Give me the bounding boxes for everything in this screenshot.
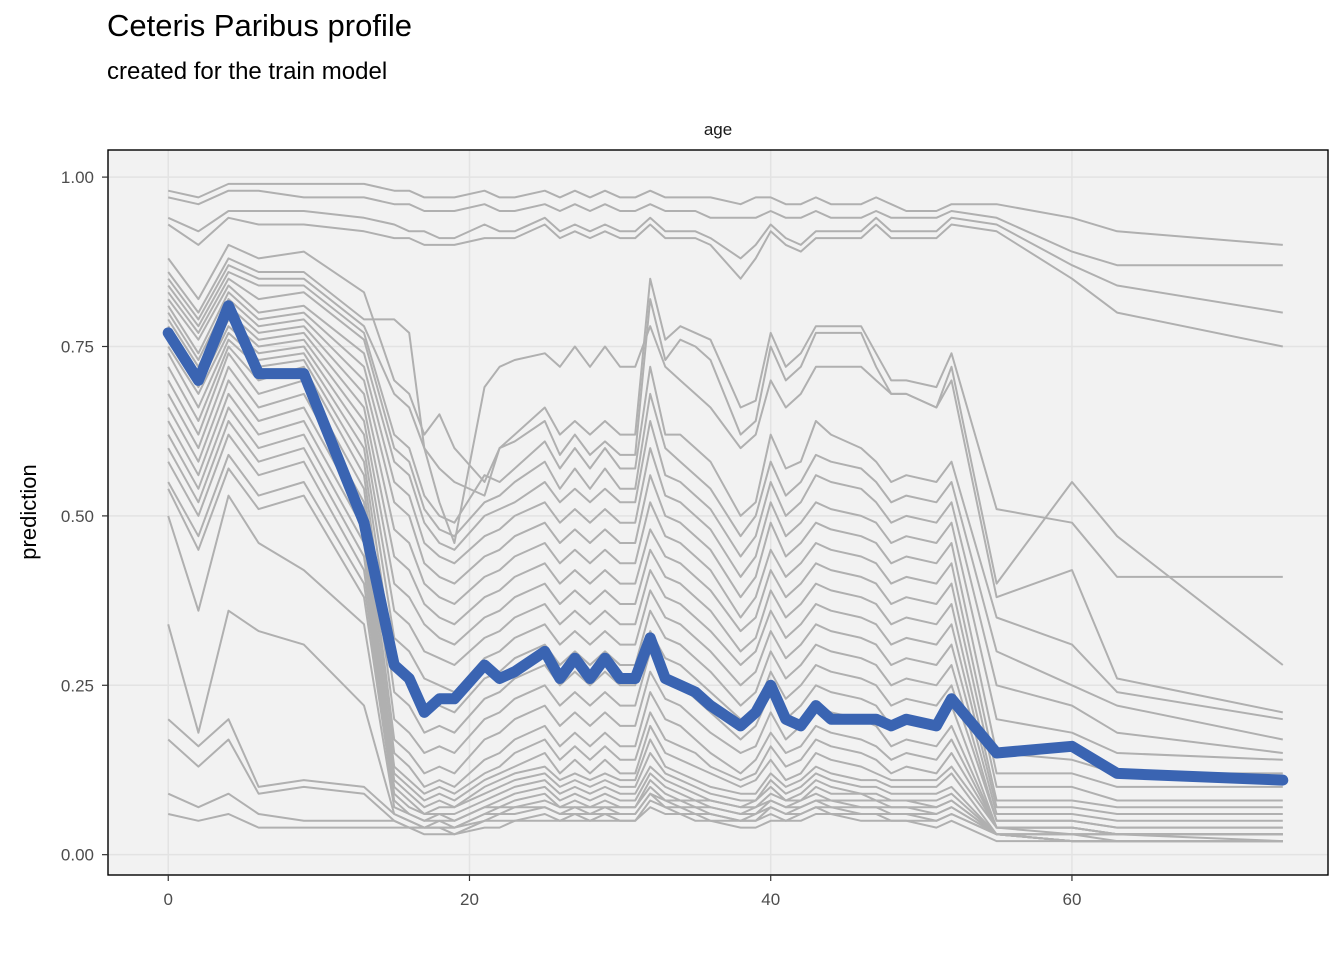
y-tick-label: 0.00 xyxy=(61,846,94,865)
profile-line-17 xyxy=(167,331,1283,822)
profile-line-16 xyxy=(167,325,1283,815)
profile-line-34 xyxy=(167,806,1283,843)
chart-title: Ceteris Paribus profile xyxy=(107,8,412,43)
x-tick-label: 0 xyxy=(164,890,173,909)
x-axis: 0 20 40 60 xyxy=(164,875,1081,909)
highlight-profile-line xyxy=(162,300,1289,786)
profile-line-12 xyxy=(167,298,1283,775)
chart-subtitle: created for the train model xyxy=(107,58,388,85)
profile-line-15 xyxy=(167,318,1283,809)
profile-line-4 xyxy=(167,216,1284,348)
plot-panel xyxy=(108,150,1328,875)
profile-line-8 xyxy=(167,271,1283,721)
profile-line-2 xyxy=(167,189,1283,267)
x-tick-label: 40 xyxy=(761,890,780,909)
facet-strip-label: age xyxy=(704,120,732,139)
profile-line-25 xyxy=(167,420,1283,836)
y-tick-label: 0.50 xyxy=(61,507,94,526)
profile-line-14 xyxy=(167,311,1283,802)
profile-line-23 xyxy=(167,392,1283,836)
profile-line-7 xyxy=(167,264,1284,714)
y-tick-label: 0.25 xyxy=(61,676,94,695)
x-tick-label: 60 xyxy=(1062,890,1081,909)
y-tick-label: 0.75 xyxy=(61,337,94,356)
grid-lines xyxy=(108,150,1328,875)
panel-border xyxy=(107,149,1329,876)
profile-lines xyxy=(167,182,1284,843)
profile-line-11 xyxy=(167,291,1283,761)
profile-line-26 xyxy=(167,433,1283,843)
profile-line-10 xyxy=(167,284,1283,754)
profile-line-9 xyxy=(167,277,1284,741)
profile-line-22 xyxy=(167,379,1283,836)
x-tick-label: 20 xyxy=(460,890,479,909)
profile-line-19 xyxy=(167,345,1283,829)
profile-line-1 xyxy=(167,182,1283,246)
y-tick-label: 1.00 xyxy=(61,168,94,187)
profile-line-5 xyxy=(167,243,1283,578)
y-axis: 0.00 0.25 0.50 0.75 1.00 xyxy=(61,168,108,865)
profile-line-24 xyxy=(167,406,1283,836)
profile-line-13 xyxy=(167,304,1283,788)
profile-line-3 xyxy=(167,210,1283,314)
highlight-profile xyxy=(162,300,1289,786)
profile-line-21 xyxy=(167,365,1283,836)
y-axis-title: prediction xyxy=(16,464,41,559)
